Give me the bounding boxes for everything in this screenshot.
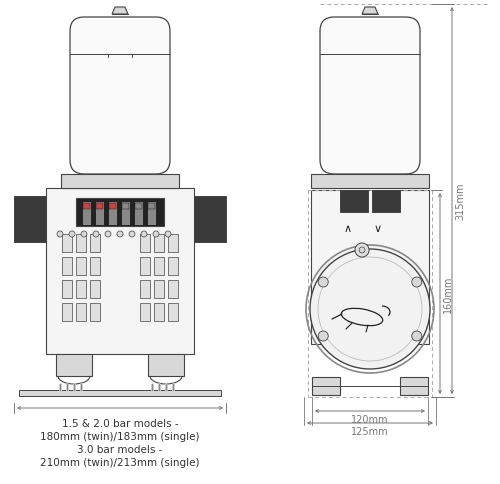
Circle shape — [355, 243, 369, 257]
Text: 210mm (twin)/213mm (single): 210mm (twin)/213mm (single) — [40, 457, 200, 467]
Bar — [62, 257, 72, 275]
Bar — [46, 189, 194, 354]
Bar — [76, 303, 86, 321]
Bar — [168, 303, 178, 321]
Circle shape — [69, 231, 75, 238]
Bar — [154, 280, 164, 298]
Text: 180mm (twin)/183mm (single): 180mm (twin)/183mm (single) — [40, 431, 200, 441]
Bar — [76, 235, 86, 253]
Bar — [76, 257, 86, 275]
Text: 315mm: 315mm — [455, 182, 465, 220]
Circle shape — [318, 332, 328, 341]
Text: 125mm: 125mm — [351, 426, 389, 436]
Polygon shape — [14, 197, 46, 242]
Bar — [19, 390, 221, 396]
Bar — [372, 191, 400, 212]
Bar — [96, 204, 103, 210]
Bar — [168, 257, 178, 275]
Bar — [312, 377, 340, 395]
Polygon shape — [112, 8, 128, 15]
Bar — [121, 201, 130, 226]
Bar — [168, 280, 178, 298]
Bar — [148, 204, 155, 210]
Bar — [62, 235, 72, 253]
Bar — [140, 235, 150, 253]
Polygon shape — [362, 8, 378, 15]
Bar — [108, 201, 117, 226]
Bar — [90, 303, 100, 321]
Circle shape — [81, 231, 87, 238]
Bar — [61, 175, 179, 189]
Bar — [140, 280, 150, 298]
Circle shape — [141, 231, 147, 238]
Circle shape — [412, 332, 422, 341]
Bar — [76, 198, 164, 227]
Text: ∧: ∧ — [344, 224, 352, 233]
Circle shape — [153, 231, 159, 238]
Bar — [148, 354, 184, 376]
Circle shape — [93, 231, 99, 238]
Bar — [154, 303, 164, 321]
FancyBboxPatch shape — [320, 18, 420, 175]
Bar — [62, 280, 72, 298]
Bar — [135, 204, 142, 210]
Text: 160mm: 160mm — [443, 275, 453, 313]
Text: ∨: ∨ — [374, 224, 382, 233]
Bar — [400, 377, 428, 395]
Bar — [311, 175, 429, 189]
Polygon shape — [194, 197, 226, 242]
Bar — [134, 201, 143, 226]
Bar — [83, 204, 90, 210]
Circle shape — [105, 231, 111, 238]
Circle shape — [117, 231, 123, 238]
Circle shape — [412, 277, 422, 287]
Circle shape — [310, 249, 430, 369]
Bar — [122, 204, 129, 210]
Text: 3.0 bar models -: 3.0 bar models - — [78, 444, 162, 454]
Bar — [109, 204, 116, 210]
Bar — [140, 303, 150, 321]
Text: 120mm: 120mm — [351, 414, 389, 424]
Circle shape — [129, 231, 135, 238]
Bar — [82, 201, 91, 226]
Bar — [62, 303, 72, 321]
FancyBboxPatch shape — [70, 18, 170, 175]
Text: 1.5 & 2.0 bar models -: 1.5 & 2.0 bar models - — [62, 418, 178, 428]
Circle shape — [359, 247, 365, 254]
Bar — [154, 257, 164, 275]
Bar — [340, 191, 368, 212]
Bar — [56, 354, 92, 376]
Bar — [168, 235, 178, 253]
Bar — [90, 235, 100, 253]
Bar — [90, 280, 100, 298]
Bar — [95, 201, 104, 226]
Circle shape — [318, 277, 328, 287]
Circle shape — [165, 231, 171, 238]
Bar — [154, 235, 164, 253]
Bar — [90, 257, 100, 275]
Bar — [76, 280, 86, 298]
Bar — [311, 191, 429, 344]
Bar — [147, 201, 156, 226]
Circle shape — [57, 231, 63, 238]
Bar — [140, 257, 150, 275]
